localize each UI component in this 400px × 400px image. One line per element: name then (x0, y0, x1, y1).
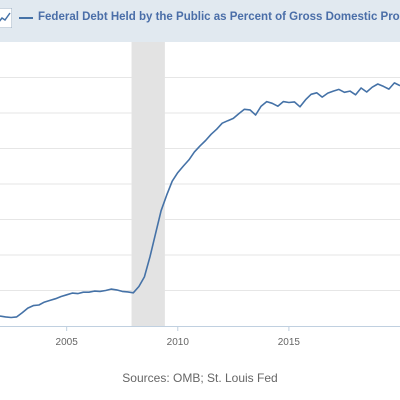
x-tick-label: 2010 (167, 337, 190, 348)
x-axis-tick-labels: 2005 2010 2015 (56, 337, 301, 348)
recession-shading (131, 42, 165, 326)
x-axis (0, 326, 400, 331)
series-line (0, 82, 400, 319)
legend-series-label: Federal Debt Held by the Public as Perce… (38, 11, 400, 23)
series-lines (0, 82, 400, 319)
line-chart-icon[interactable] (0, 8, 12, 28)
x-tick-label: 2015 (278, 337, 301, 348)
recession-band (131, 42, 165, 326)
source-note: Sources: OMB; St. Louis Fed (122, 371, 278, 385)
gridlines (0, 77, 400, 291)
chart-legend: Federal Debt Held by the Public as Perce… (0, 0, 400, 42)
legend-series-swatch (19, 17, 33, 19)
line-chart: 2005 2010 2015 (0, 42, 400, 348)
x-tick-label: 2005 (56, 337, 79, 348)
